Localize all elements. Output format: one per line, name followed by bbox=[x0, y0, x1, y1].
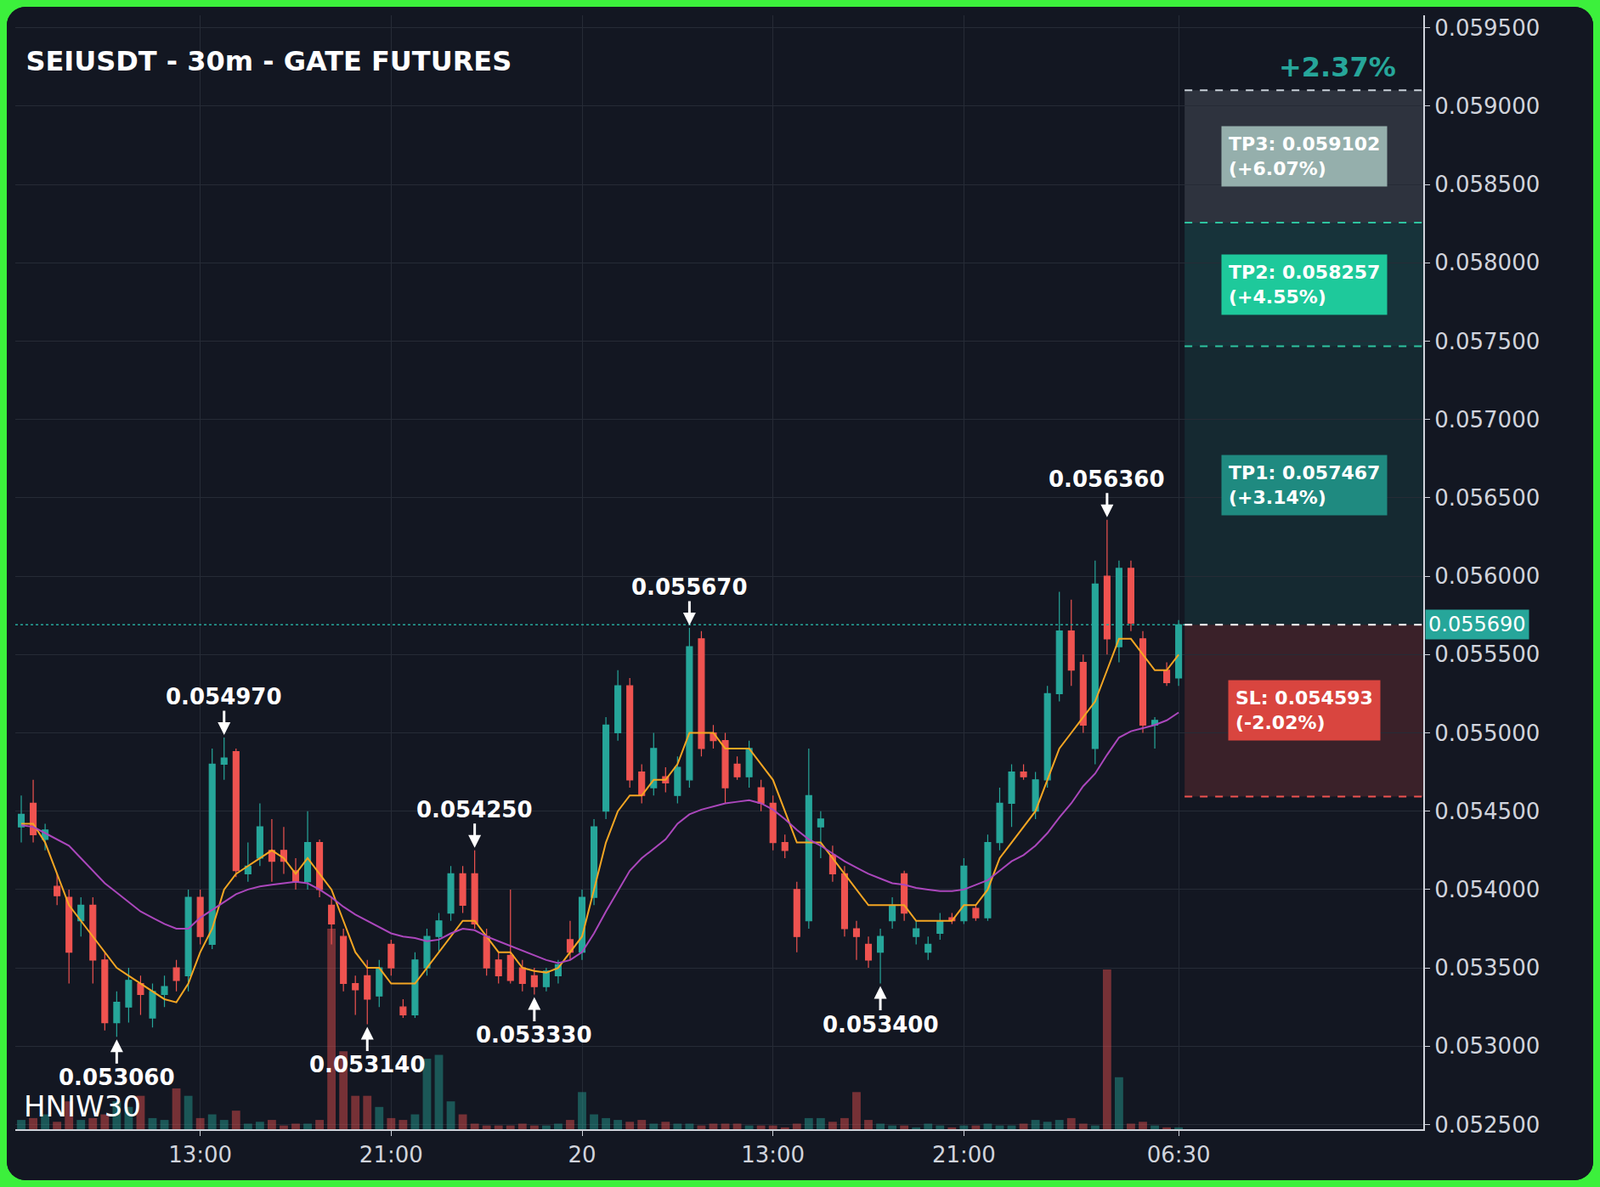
svg-text:0.054000: 0.054000 bbox=[1434, 876, 1540, 903]
svg-text:HNIW30: HNIW30 bbox=[23, 1089, 142, 1124]
svg-text:0.056000: 0.056000 bbox=[1434, 563, 1540, 589]
svg-text:0.052500: 0.052500 bbox=[1434, 1112, 1540, 1138]
svg-text:TP1: 0.057467(+3.14%): TP1: 0.057467(+3.14%) bbox=[1228, 462, 1380, 509]
svg-text:TP2: 0.058257(+4.55%): TP2: 0.058257(+4.55%) bbox=[1228, 261, 1380, 308]
svg-text:0.056360: 0.056360 bbox=[1048, 466, 1165, 492]
svg-text:21:00: 21:00 bbox=[932, 1142, 996, 1168]
svg-text:0.055690: 0.055690 bbox=[1428, 612, 1527, 637]
svg-text:0.053060: 0.053060 bbox=[58, 1064, 176, 1091]
svg-text:0.053140: 0.053140 bbox=[309, 1051, 426, 1078]
svg-text:0.054500: 0.054500 bbox=[1434, 798, 1540, 825]
svg-text:0.057500: 0.057500 bbox=[1434, 328, 1540, 355]
svg-text:0.056500: 0.056500 bbox=[1434, 485, 1540, 511]
svg-text:0.054970: 0.054970 bbox=[165, 684, 283, 710]
svg-text:0.053400: 0.053400 bbox=[822, 1012, 939, 1038]
svg-text:0.055500: 0.055500 bbox=[1434, 641, 1540, 668]
svg-text:0.054250: 0.054250 bbox=[416, 797, 533, 823]
svg-text:20: 20 bbox=[567, 1142, 596, 1168]
svg-text:06:30: 06:30 bbox=[1147, 1142, 1211, 1168]
svg-text:21:00: 21:00 bbox=[359, 1142, 424, 1168]
svg-text:0.055000: 0.055000 bbox=[1434, 720, 1540, 747]
svg-text:0.058500: 0.058500 bbox=[1434, 171, 1540, 198]
svg-text:TP3: 0.059102(+6.07%): TP3: 0.059102(+6.07%) bbox=[1228, 133, 1380, 180]
svg-text:0.053500: 0.053500 bbox=[1434, 955, 1540, 981]
svg-text:0.059500: 0.059500 bbox=[1434, 15, 1540, 41]
svg-text:0.058000: 0.058000 bbox=[1434, 249, 1540, 276]
svg-text:0.053000: 0.053000 bbox=[1434, 1033, 1540, 1059]
svg-text:0.053330: 0.053330 bbox=[475, 1022, 593, 1048]
svg-text:+2.37%: +2.37% bbox=[1278, 50, 1397, 84]
svg-text:13:00: 13:00 bbox=[168, 1142, 232, 1168]
svg-text:SL: 0.054593(-2.02%): SL: 0.054593(-2.02%) bbox=[1235, 687, 1374, 734]
svg-text:0.055670: 0.055670 bbox=[631, 574, 748, 600]
svg-text:13:00: 13:00 bbox=[740, 1142, 805, 1168]
svg-text:0.057000: 0.057000 bbox=[1434, 407, 1540, 433]
svg-text:SEIUSDT - 30m - GATE FUTURES: SEIUSDT - 30m - GATE FUTURES bbox=[25, 45, 512, 78]
svg-text:0.059000: 0.059000 bbox=[1434, 93, 1540, 119]
